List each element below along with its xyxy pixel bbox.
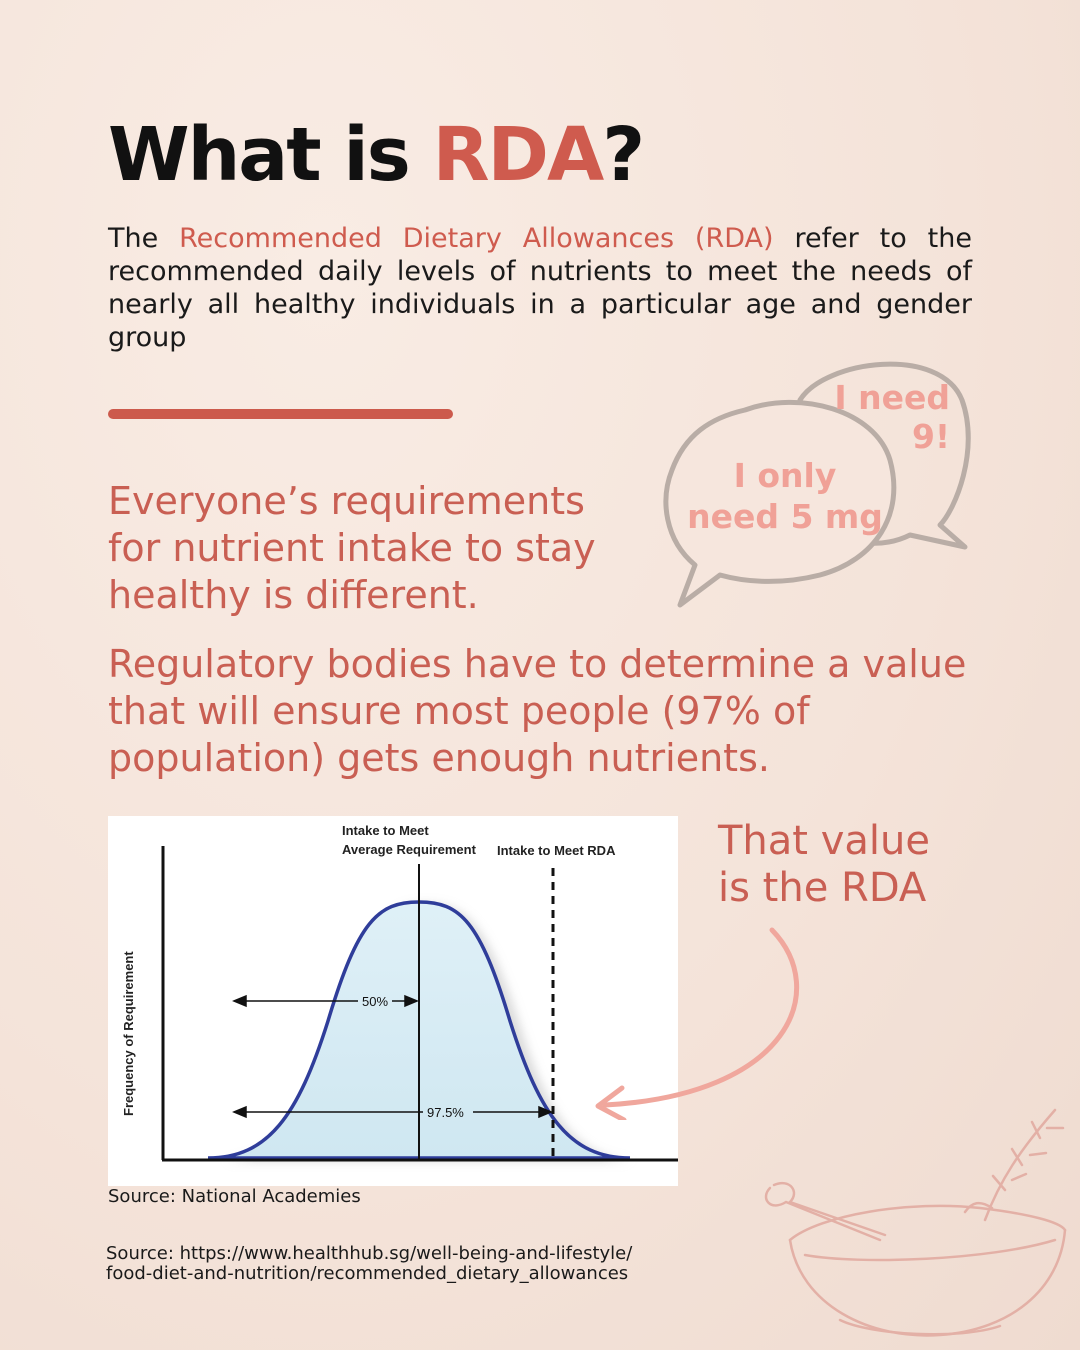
title-accent: RDA (432, 112, 605, 198)
chart-source: Source: National Academies (108, 1186, 361, 1207)
average-label-line2: Average Requirement (342, 842, 477, 857)
front-bubble-text: I only need 5 mg (687, 456, 883, 536)
front-speech-bubble (663, 399, 897, 608)
bowl-illustration-icon (764, 1108, 1067, 1337)
rda-callout: That value is the RDA (718, 818, 930, 911)
intro-paragraph: The Recommended Dietary Allowances (RDA)… (108, 222, 972, 354)
arrow-97-5 (232, 1105, 553, 1119)
back-bubble-text: I need 9! (834, 378, 950, 456)
arrow-50 (232, 994, 419, 1008)
curved-arrow-icon (595, 927, 799, 1120)
section-divider (108, 409, 453, 419)
speech-bubbles-illustration (663, 361, 971, 608)
y-axis-label: Frequency of Requirement (121, 951, 136, 1116)
intro-lead: The (108, 223, 180, 254)
title-prefix: What is (108, 112, 433, 198)
page-title: What is RDA? (108, 112, 645, 198)
page-source: Source: https://www.healthhub.sg/well-be… (106, 1243, 633, 1284)
rda-distribution-chart: 50% 97.5% Intake to Meet Average Require… (108, 816, 678, 1186)
back-speech-bubble (797, 361, 971, 550)
regulatory-paragraph: Regulatory bodies have to determine a va… (108, 642, 967, 780)
intro-rest: refer to the recommended daily levels of… (108, 223, 972, 353)
intro-highlight: Recommended Dietary Allowances (RDA) (179, 223, 774, 254)
rda-label: Intake to Meet RDA (497, 843, 616, 858)
arrow-50-label: 50% (362, 994, 388, 1009)
requirements-paragraph: Everyone’s requirements for nutrient int… (108, 479, 596, 617)
arrow-97-5-label: 97.5% (427, 1105, 464, 1120)
title-suffix: ? (602, 112, 645, 198)
average-label-line1: Intake to Meet (342, 823, 429, 838)
